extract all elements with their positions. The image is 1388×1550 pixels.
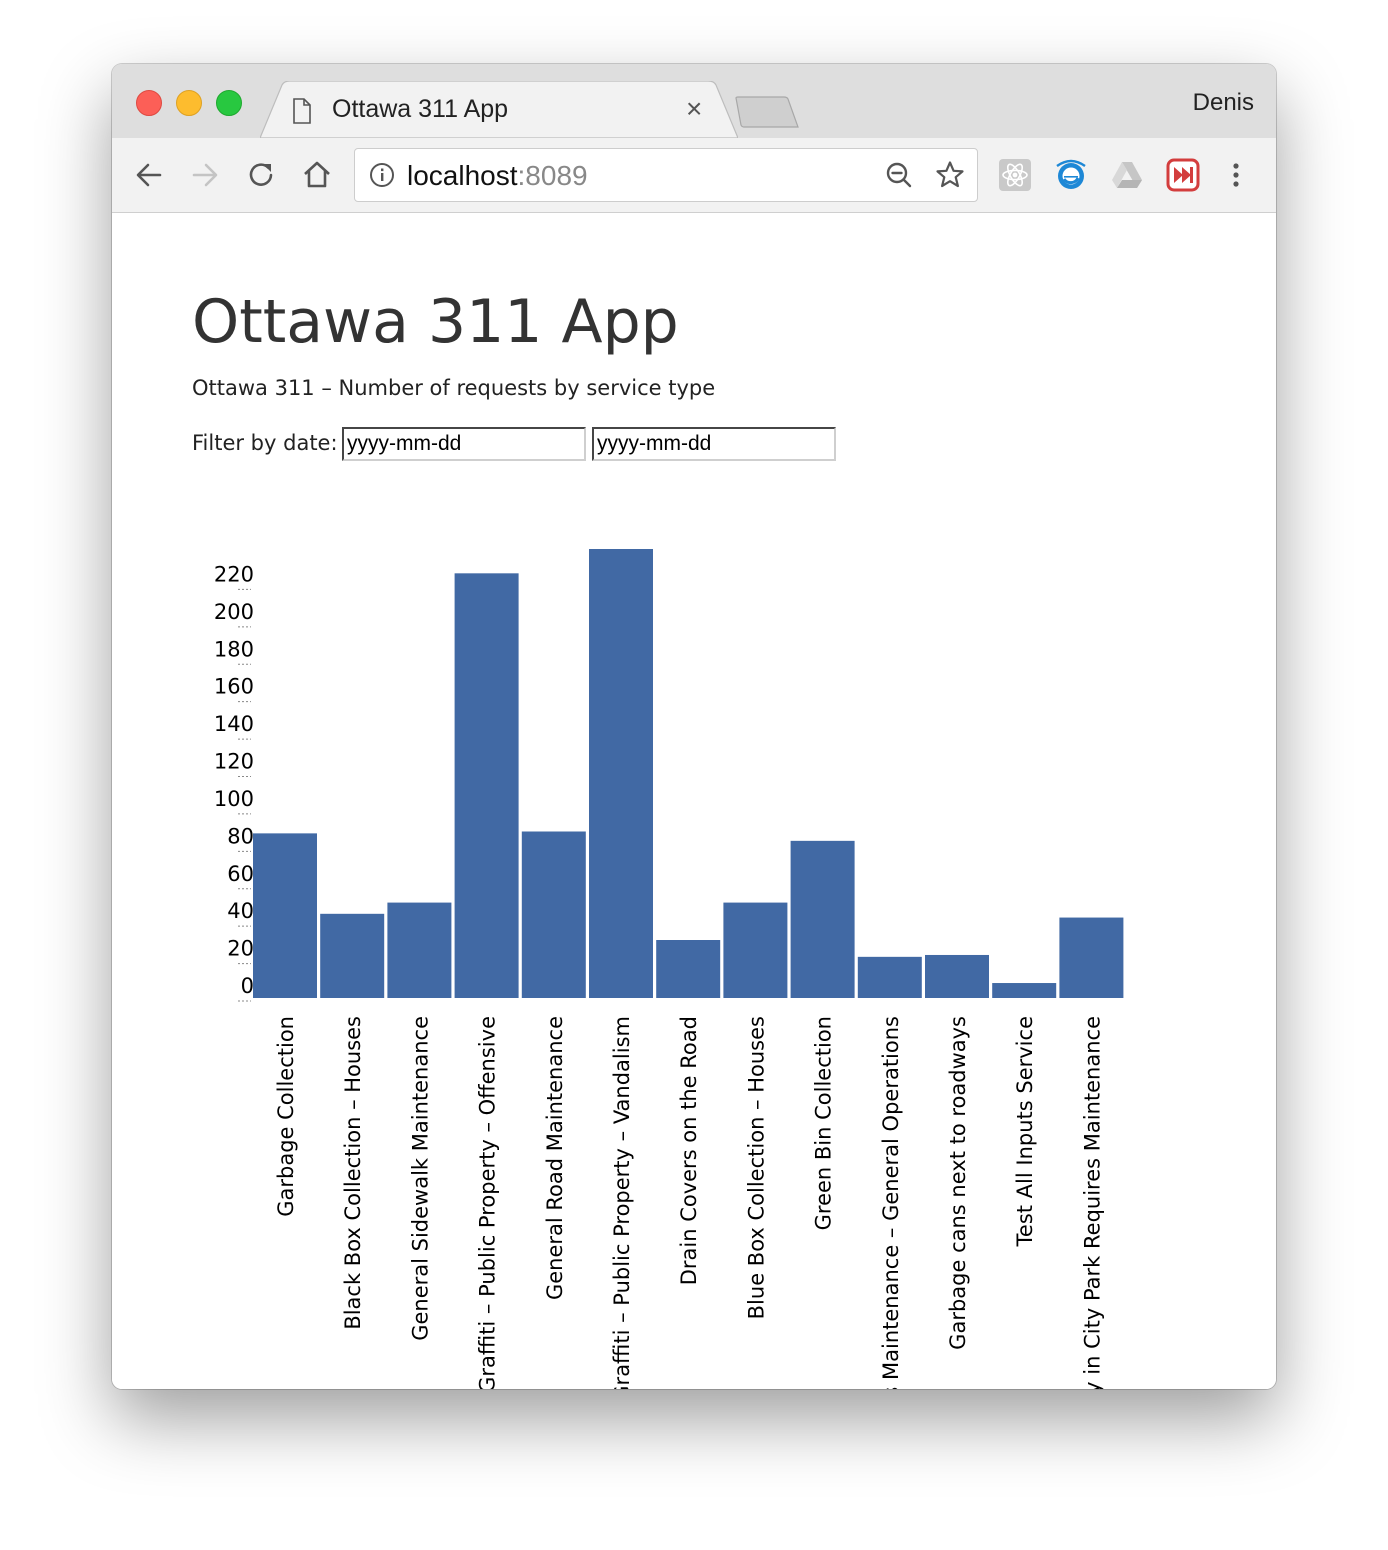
tab-title: Ottawa 311 App <box>332 95 509 123</box>
url-text[interactable]: localhost:8089 <box>407 160 588 192</box>
date-to-input[interactable] <box>592 427 836 461</box>
home-icon[interactable] <box>300 158 334 192</box>
y-tick-label: 160 <box>214 675 254 699</box>
menu-kebab-icon[interactable] <box>1226 158 1260 192</box>
chart-bar <box>253 833 317 998</box>
y-tick-label: 20 <box>227 937 254 961</box>
chart-bar <box>656 940 721 998</box>
maximize-window-button[interactable] <box>216 90 242 116</box>
chart-bar <box>925 954 989 998</box>
chart-bar <box>992 983 1057 998</box>
url-host: localhost <box>407 160 518 191</box>
minimize-window-button[interactable] <box>176 90 202 116</box>
x-tick-label: Test All Inputs Service <box>1013 1016 1037 1247</box>
info-icon[interactable] <box>369 162 395 193</box>
x-tick-label: Garbage Collection <box>274 1016 298 1217</box>
x-tick-label: Pathway in City Park Requires Maintenanc… <box>1080 1016 1104 1389</box>
profile-name[interactable]: Denis <box>1192 89 1254 116</box>
x-tick-label: Roads Maintenance – General Operations <box>879 1016 903 1389</box>
y-tick-label: 200 <box>214 600 254 624</box>
y-tick-label: 120 <box>214 750 254 774</box>
new-tab-button[interactable] <box>732 96 802 135</box>
y-tick-label: 180 <box>214 637 254 661</box>
bar-chart: Garbage Collection Black Box Collection –… <box>214 549 1124 1389</box>
url-port: :8089 <box>517 160 588 191</box>
back-arrow-icon[interactable] <box>132 158 166 192</box>
chart-bar <box>857 956 922 998</box>
browser-toolbar: localhost:8089 <box>112 138 1276 213</box>
address-bar[interactable]: localhost:8089 <box>354 148 978 202</box>
tab-close-icon[interactable]: × <box>686 93 703 124</box>
chart-bar <box>521 831 586 998</box>
forward-arrow-icon[interactable] <box>188 158 222 192</box>
x-tick-label: General Road Maintenance <box>543 1016 567 1300</box>
chart-bar <box>589 549 653 998</box>
tab-ottawa-311[interactable]: Ottawa 311 App × <box>260 81 738 139</box>
bookmark-star-icon[interactable] <box>935 160 965 195</box>
y-tick-label: 0 <box>241 974 254 998</box>
x-tick-label: Graffiti – Public Property – Offensive <box>476 1016 500 1389</box>
chart-bar <box>320 913 385 998</box>
react-devtools-icon[interactable] <box>998 158 1032 192</box>
y-tick-label: 100 <box>214 787 254 811</box>
title-bar: Ottawa 311 App × Denis <box>112 64 1276 139</box>
x-tick-label: Black Box Collection – Houses <box>341 1016 365 1330</box>
chart-bar <box>387 902 452 998</box>
chart-bar <box>790 840 855 998</box>
chart-bar <box>454 573 519 998</box>
y-tick-label: 140 <box>214 712 254 736</box>
google-drive-icon[interactable] <box>1110 158 1144 192</box>
chart-bar <box>1059 917 1124 998</box>
fast-forward-extension-icon[interactable] <box>1166 158 1200 192</box>
page-subtitle: Ottawa 311 – Number of requests by servi… <box>192 376 716 400</box>
x-tick-label: General Sidewalk Maintenance <box>408 1016 432 1341</box>
y-tick-label: 60 <box>227 862 254 886</box>
filter-by-date-label: Filter by date: <box>192 431 338 455</box>
x-tick-label: Drain Covers on the Road <box>677 1016 701 1285</box>
page-content: Ottawa 311 App Ottawa 311 – Number of re… <box>112 213 1276 1389</box>
x-tick-label: Graffiti – Public Property – Vandalism <box>610 1016 634 1389</box>
reload-icon[interactable] <box>244 158 278 192</box>
y-tick-label: 220 <box>214 562 254 586</box>
browser-window: Ottawa 311 App × Denis <box>112 64 1276 1389</box>
ie-tab-icon[interactable] <box>1054 158 1088 192</box>
x-tick-label: Blue Box Collection – Houses <box>744 1016 768 1319</box>
chart-bar <box>723 902 788 998</box>
date-from-input[interactable] <box>342 427 586 461</box>
page-title: Ottawa 311 App <box>192 287 679 357</box>
zoom-out-icon[interactable] <box>885 161 913 194</box>
y-tick-label: 80 <box>227 824 254 848</box>
y-tick-label: 40 <box>227 899 254 923</box>
x-tick-label: Green Bin Collection <box>812 1016 836 1230</box>
x-tick-label: Garbage cans next to roadways <box>946 1016 970 1350</box>
close-window-button[interactable] <box>136 90 162 116</box>
